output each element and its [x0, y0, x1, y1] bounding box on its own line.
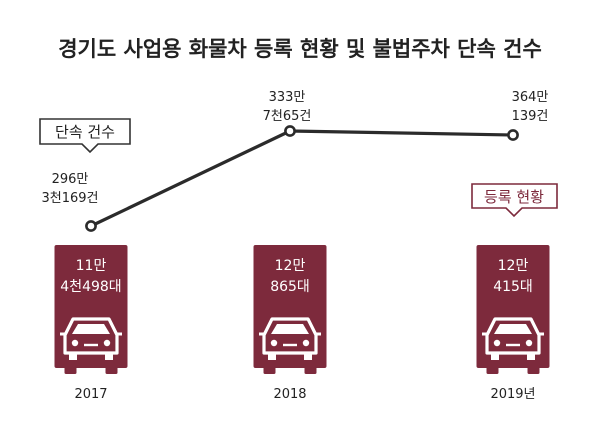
truck-icon [259, 317, 321, 360]
line-point-2017 [85, 220, 97, 232]
line-series-enforcement [89, 129, 515, 228]
line-value-label: 3천169건 [41, 191, 98, 206]
legend-registration-box [471, 183, 558, 218]
bar-2017: 11만 4천498대 [54, 245, 128, 374]
wheel-left [64, 366, 77, 374]
line-point-2018 [284, 125, 296, 137]
category-label: 2017 [74, 387, 107, 402]
category-label: 2018 [273, 387, 306, 402]
legend-registration-label: 등록 현황 [484, 188, 544, 206]
bar-body [253, 245, 327, 368]
line-value-label: 364만 [512, 90, 549, 105]
bar-value-label: 12만 [498, 258, 529, 274]
bar-value-label: 4천498대 [60, 279, 121, 295]
bar-value-label: 415대 [493, 279, 533, 295]
legend-enforcement: 단속 건수 [39, 118, 131, 154]
category-label: 2019년 [490, 387, 535, 402]
line-value-label: 333만 [269, 90, 306, 105]
bar-value-label: 865대 [270, 279, 310, 295]
wheel-left [486, 366, 499, 374]
line-value-label: 7천65건 [263, 109, 312, 124]
bar-2018: 12만 865대 [253, 245, 327, 374]
bar-2019년: 12만 415대 [476, 245, 550, 374]
line-point-2019년 [507, 129, 519, 141]
truck-icon [482, 317, 544, 360]
wheel-right [304, 366, 317, 374]
wheel-left [263, 366, 276, 374]
chart-title: 경기도 사업용 화물차 등록 현황 및 불법주차 단속 건수 [58, 37, 542, 61]
line-value-label: 296만 [52, 172, 89, 187]
legend-enforcement-label: 단속 건수 [55, 123, 115, 141]
bar-value-label: 12만 [275, 258, 306, 274]
bar-body [476, 245, 550, 368]
line-value-label: 139건 [512, 109, 549, 124]
bar-body [54, 245, 128, 368]
bar-value-label: 11만 [76, 258, 107, 274]
wheel-right [105, 366, 118, 374]
truck-icon [60, 317, 122, 360]
legend-registration: 등록 현황 [471, 183, 558, 218]
legend-enforcement-box [39, 118, 131, 154]
wheel-right [527, 366, 540, 374]
